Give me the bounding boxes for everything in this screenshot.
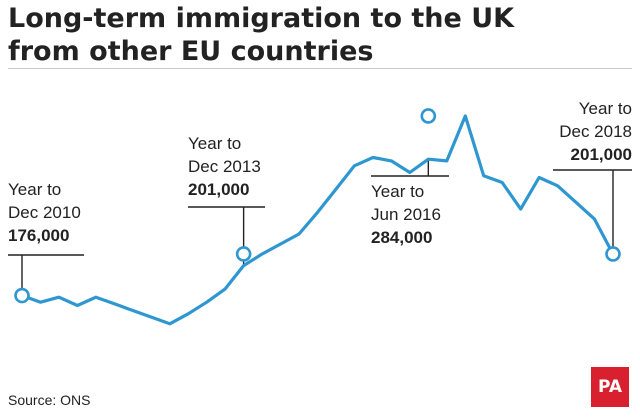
annotation-leader xyxy=(188,206,265,266)
title-divider xyxy=(8,68,632,69)
pa-logo: PA xyxy=(591,367,629,407)
annotation-dec-2010-line2: Dec 2010 xyxy=(8,203,81,222)
highlight-marker xyxy=(605,246,621,262)
annotation-dec-2010: Year to Dec 2010 176,000 xyxy=(8,178,81,247)
annotation-dec-2018-line2: Dec 2018 xyxy=(559,122,632,141)
annotation-jun-2016-line1: Year to xyxy=(371,182,425,201)
highlight-marker xyxy=(14,287,30,304)
chart-title-line-2: from other EU countries xyxy=(8,36,374,67)
series-line xyxy=(20,114,615,326)
annotation-dec-2013-value: 201,000 xyxy=(188,180,250,199)
annotation-leader xyxy=(371,159,449,177)
highlight-marker xyxy=(235,246,252,262)
highlight-marker xyxy=(420,108,437,124)
annotation-dec-2018-value: 201,000 xyxy=(570,145,632,164)
annotation-dec-2010-value: 176,000 xyxy=(8,226,70,245)
annotation-dec-2018-line1: Year to xyxy=(578,99,632,118)
annotation-dec-2018: Year to Dec 2018 201,000 xyxy=(532,97,632,166)
annotation-dec-2013: Year to Dec 2013 201,000 xyxy=(188,132,261,201)
annotation-jun-2016: Year to Jun 2016 284,000 xyxy=(371,180,441,249)
chart-title: Long-term immigration to the UK from oth… xyxy=(8,2,628,68)
annotation-dec-2013-line2: Dec 2013 xyxy=(188,157,261,176)
annotation-jun-2016-value: 284,000 xyxy=(371,228,433,247)
annotation-dec-2013-line1: Year to xyxy=(188,134,242,153)
source-note: Source: ONS xyxy=(8,392,91,408)
chart-title-line-1: Long-term immigration to the UK xyxy=(8,3,515,34)
annotation-leader xyxy=(553,169,632,254)
annotation-jun-2016-line2: Jun 2016 xyxy=(371,205,441,224)
annotation-dec-2010-line1: Year to xyxy=(8,180,62,199)
